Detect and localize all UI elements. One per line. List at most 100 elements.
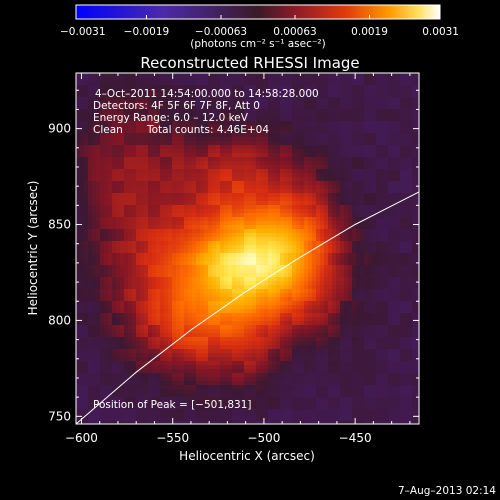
heatmap-cell xyxy=(376,89,381,94)
heatmap-cell xyxy=(292,101,297,106)
heatmap-cell xyxy=(412,245,417,250)
heatmap-cell xyxy=(264,109,269,114)
heatmap-cell xyxy=(260,205,265,210)
heatmap-cell xyxy=(356,81,361,86)
heatmap-cell xyxy=(224,97,229,102)
heatmap-cell xyxy=(308,185,313,190)
heatmap-cell xyxy=(296,201,301,206)
heatmap-cell xyxy=(188,197,193,202)
heatmap-cell xyxy=(80,129,85,134)
heatmap-cell xyxy=(192,217,197,222)
heatmap-cell xyxy=(328,241,333,246)
heatmap-cell xyxy=(412,157,417,162)
heatmap-cell xyxy=(88,113,93,118)
heatmap-cell xyxy=(316,125,321,130)
heatmap-cell xyxy=(280,133,285,138)
heatmap-cell xyxy=(92,233,97,238)
heatmap-cell xyxy=(236,229,241,234)
heatmap-cell xyxy=(216,225,221,230)
heatmap-cell xyxy=(332,141,337,146)
heatmap-cell xyxy=(400,113,405,118)
heatmap-cell xyxy=(136,277,141,282)
heatmap-cell xyxy=(264,297,269,302)
heatmap-cell xyxy=(304,117,309,122)
heatmap-cell xyxy=(244,81,249,86)
heatmap-cell xyxy=(168,101,173,106)
heatmap-cell xyxy=(116,161,121,166)
heatmap-cell xyxy=(224,245,229,250)
heatmap-cell xyxy=(240,217,245,222)
heatmap-cell xyxy=(228,113,233,118)
heatmap-cell xyxy=(84,77,89,82)
heatmap-cell xyxy=(404,173,409,178)
heatmap-cell xyxy=(132,277,137,282)
heatmap-cell xyxy=(144,157,149,162)
heatmap-cell xyxy=(296,141,301,146)
heatmap-cell xyxy=(112,237,117,242)
heatmap-cell xyxy=(92,285,97,290)
heatmap-cell xyxy=(156,285,161,290)
heatmap-cell xyxy=(408,261,413,266)
heatmap-cell xyxy=(92,173,97,178)
heatmap-cell xyxy=(108,141,113,146)
heatmap-cell xyxy=(152,185,157,190)
heatmap-cell xyxy=(92,197,97,202)
heatmap-cell xyxy=(360,89,365,94)
heatmap-cell xyxy=(384,201,389,206)
heatmap-cell xyxy=(344,281,349,286)
colorbar-gradient xyxy=(76,5,440,19)
heatmap-cell xyxy=(296,189,301,194)
heatmap-cell xyxy=(388,169,393,174)
heatmap-cell xyxy=(192,273,197,278)
heatmap-cell xyxy=(388,209,393,214)
heatmap-cell xyxy=(92,229,97,234)
heatmap-cell xyxy=(376,273,381,278)
heatmap-cell xyxy=(344,145,349,150)
heatmap-cell xyxy=(96,293,101,298)
heatmap-cell xyxy=(168,193,173,198)
heatmap-cell xyxy=(320,109,325,114)
heatmap-cell xyxy=(416,177,419,182)
heatmap-cell xyxy=(240,161,245,166)
heatmap-cell xyxy=(192,153,197,158)
heatmap-cell xyxy=(224,73,229,78)
heatmap-cell xyxy=(380,73,385,78)
heatmap-cell xyxy=(140,237,145,242)
heatmap-cell xyxy=(284,225,289,230)
heatmap-cell xyxy=(400,73,405,78)
heatmap-cell xyxy=(196,229,201,234)
heatmap-cell xyxy=(300,225,305,230)
heatmap-cell xyxy=(304,185,309,190)
heatmap-cell xyxy=(292,157,297,162)
heatmap-cell xyxy=(296,209,301,214)
heatmap-cell xyxy=(288,301,293,306)
heatmap-cell xyxy=(144,77,149,82)
heatmap-cell xyxy=(88,89,93,94)
heatmap-cell xyxy=(376,253,381,258)
heatmap-cell xyxy=(128,129,133,134)
heatmap-cell xyxy=(296,153,301,158)
heatmap-cell xyxy=(336,97,341,102)
heatmap-cell xyxy=(100,177,105,182)
heatmap-cell xyxy=(192,173,197,178)
heatmap-cell xyxy=(136,85,141,90)
heatmap-cell xyxy=(184,141,189,146)
heatmap-cell xyxy=(312,117,317,122)
heatmap-cell xyxy=(80,185,85,190)
heatmap-cell xyxy=(132,117,137,122)
heatmap-cell xyxy=(116,297,121,302)
heatmap-cell xyxy=(228,261,233,266)
heatmap-cell xyxy=(356,185,361,190)
heatmap-cell xyxy=(244,145,249,150)
heatmap-cell xyxy=(156,161,161,166)
heatmap-cell xyxy=(92,225,97,230)
heatmap-cell xyxy=(268,177,273,182)
heatmap-cell xyxy=(204,285,209,290)
heatmap-cell xyxy=(128,225,133,230)
heatmap-cell xyxy=(288,97,293,102)
heatmap-cell xyxy=(392,197,397,202)
heatmap-cell xyxy=(416,137,419,142)
heatmap-cell xyxy=(220,125,225,130)
heatmap-cell xyxy=(108,89,113,94)
heatmap-cell xyxy=(80,229,85,234)
